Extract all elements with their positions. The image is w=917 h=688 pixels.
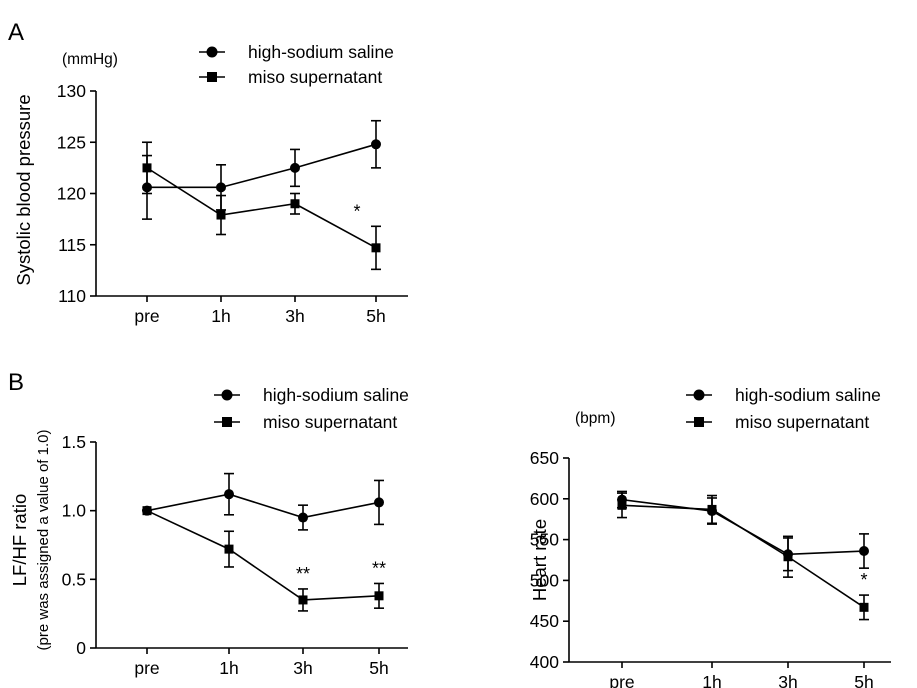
data-point <box>290 199 300 209</box>
legend-marker <box>694 417 704 427</box>
chart-systolic-blood-pressure: 110 115 120 125 130 pre 1h 3h 5h (mmHg) Systolic b… <box>13 51 408 326</box>
legend-label: miso supernatant <box>735 412 869 432</box>
panel-label-a: A <box>8 19 24 46</box>
data-point <box>298 595 308 605</box>
chart-heart-rate: 400 450 500 550 600 650 pre 1h 3h 5h (bpm) Heart ra… <box>529 410 891 688</box>
y-tick-label: 125 <box>57 132 86 152</box>
x-tick-label: 3h <box>778 672 797 688</box>
data-point <box>290 162 300 173</box>
series-line <box>147 143 377 189</box>
legend-item-high-sodium-saline: high-sodium saline <box>686 385 881 405</box>
y-unit-label: (bpm) <box>575 410 615 427</box>
data-point <box>617 500 627 510</box>
data-point <box>371 243 381 253</box>
y-unit-label: (mmHg) <box>62 51 118 68</box>
data-point <box>783 552 793 562</box>
legend-label: high-sodium saline <box>263 385 409 405</box>
x-tick-label: 5h <box>369 658 388 678</box>
x-tick-label: 3h <box>285 306 304 326</box>
panel-label-b: B <box>8 369 24 396</box>
y-tick-label: 450 <box>530 611 559 631</box>
y-tick-label: 0 <box>76 638 86 658</box>
data-point <box>859 546 869 557</box>
series-line <box>146 493 380 519</box>
data-point <box>374 591 384 601</box>
legend-item-miso-supernatant: miso supernatant <box>199 67 382 87</box>
legend-item-high-sodium-saline: high-sodium saline <box>214 385 409 405</box>
data-point <box>216 182 226 193</box>
legend-item-miso-supernatant: miso supernatant <box>214 412 397 432</box>
x-tick-label: 3h <box>293 658 312 678</box>
x-tick-label: 1h <box>219 658 238 678</box>
x-tick-label: pre <box>134 658 159 678</box>
legend-marker <box>221 389 233 401</box>
legend-label: high-sodium saline <box>735 385 881 405</box>
legend-label: high-sodium saline <box>248 42 394 62</box>
legend-b-right: high-sodium saline miso supernatant <box>686 385 881 432</box>
y-tick-label: 650 <box>530 448 559 468</box>
data-point <box>371 139 381 150</box>
x-tick-label: 1h <box>211 306 230 326</box>
x-tick-label: 5h <box>854 672 873 688</box>
series-high-sodium-saline <box>142 119 381 220</box>
legend-marker <box>206 46 218 58</box>
y-tick-label: 0.5 <box>62 569 86 589</box>
legend-a: high-sodium saline miso supernatant <box>199 42 394 87</box>
y-tick-label: 600 <box>530 489 559 509</box>
significance-annotation: ** <box>372 558 386 578</box>
y-tick-label: 115 <box>58 235 86 255</box>
y-tick-label: 400 <box>530 652 559 672</box>
legend-item-miso-supernatant: miso supernatant <box>686 412 869 432</box>
data-point <box>374 497 384 508</box>
data-point <box>216 210 226 220</box>
y-axis-subtitle: (pre was assigned a value of 1.0) <box>35 430 52 651</box>
series-miso-supernatant <box>142 141 381 271</box>
y-tick-label: 110 <box>58 286 86 306</box>
data-point <box>142 506 152 516</box>
legend-marker <box>693 389 705 401</box>
legend-label: miso supernatant <box>263 412 397 432</box>
series-miso-supernatant <box>617 492 869 621</box>
legend-marker <box>207 72 217 82</box>
data-point <box>224 489 234 500</box>
y-tick-label: 1.0 <box>62 501 87 521</box>
series-high-sodium-saline <box>142 472 384 531</box>
series-line <box>621 504 865 608</box>
x-tick-label: 1h <box>702 672 721 688</box>
y-tick-label: 1.5 <box>62 432 86 452</box>
data-point <box>224 544 234 554</box>
y-tick-label: 500 <box>530 570 559 590</box>
legend-item-high-sodium-saline: high-sodium saline <box>199 42 394 62</box>
significance-annotation: * <box>353 201 360 221</box>
y-tick-label: 550 <box>530 530 559 550</box>
chart-lf-hf-ratio: 0 0.5 1.0 1.5 pre 1h 3h 5h LF/HF ratio (pre was a… <box>9 430 408 678</box>
legend-marker <box>222 417 232 427</box>
legend-b-left: high-sodium saline miso supernatant <box>214 385 409 432</box>
x-tick-label: pre <box>134 306 159 326</box>
series-line <box>146 167 377 249</box>
y-axis-title: LF/HF ratio <box>9 494 30 587</box>
x-tick-label: pre <box>609 672 634 688</box>
significance-annotation: * <box>860 570 867 590</box>
y-tick-label: 130 <box>57 81 86 101</box>
series-miso-supernatant <box>142 506 384 612</box>
y-tick-label: 120 <box>57 184 86 204</box>
data-point <box>707 504 717 514</box>
data-point <box>298 512 308 523</box>
data-point <box>142 163 152 173</box>
series-high-sodium-saline <box>617 490 869 572</box>
y-axis-title: Systolic blood pressure <box>13 94 34 285</box>
series-line <box>621 498 865 556</box>
data-point <box>859 602 869 612</box>
significance-annotation: ** <box>296 564 310 584</box>
series-line <box>146 509 380 601</box>
x-tick-label: 5h <box>366 306 385 326</box>
y-axis-title: Heart rate <box>529 519 550 601</box>
legend-label: miso supernatant <box>248 67 382 87</box>
